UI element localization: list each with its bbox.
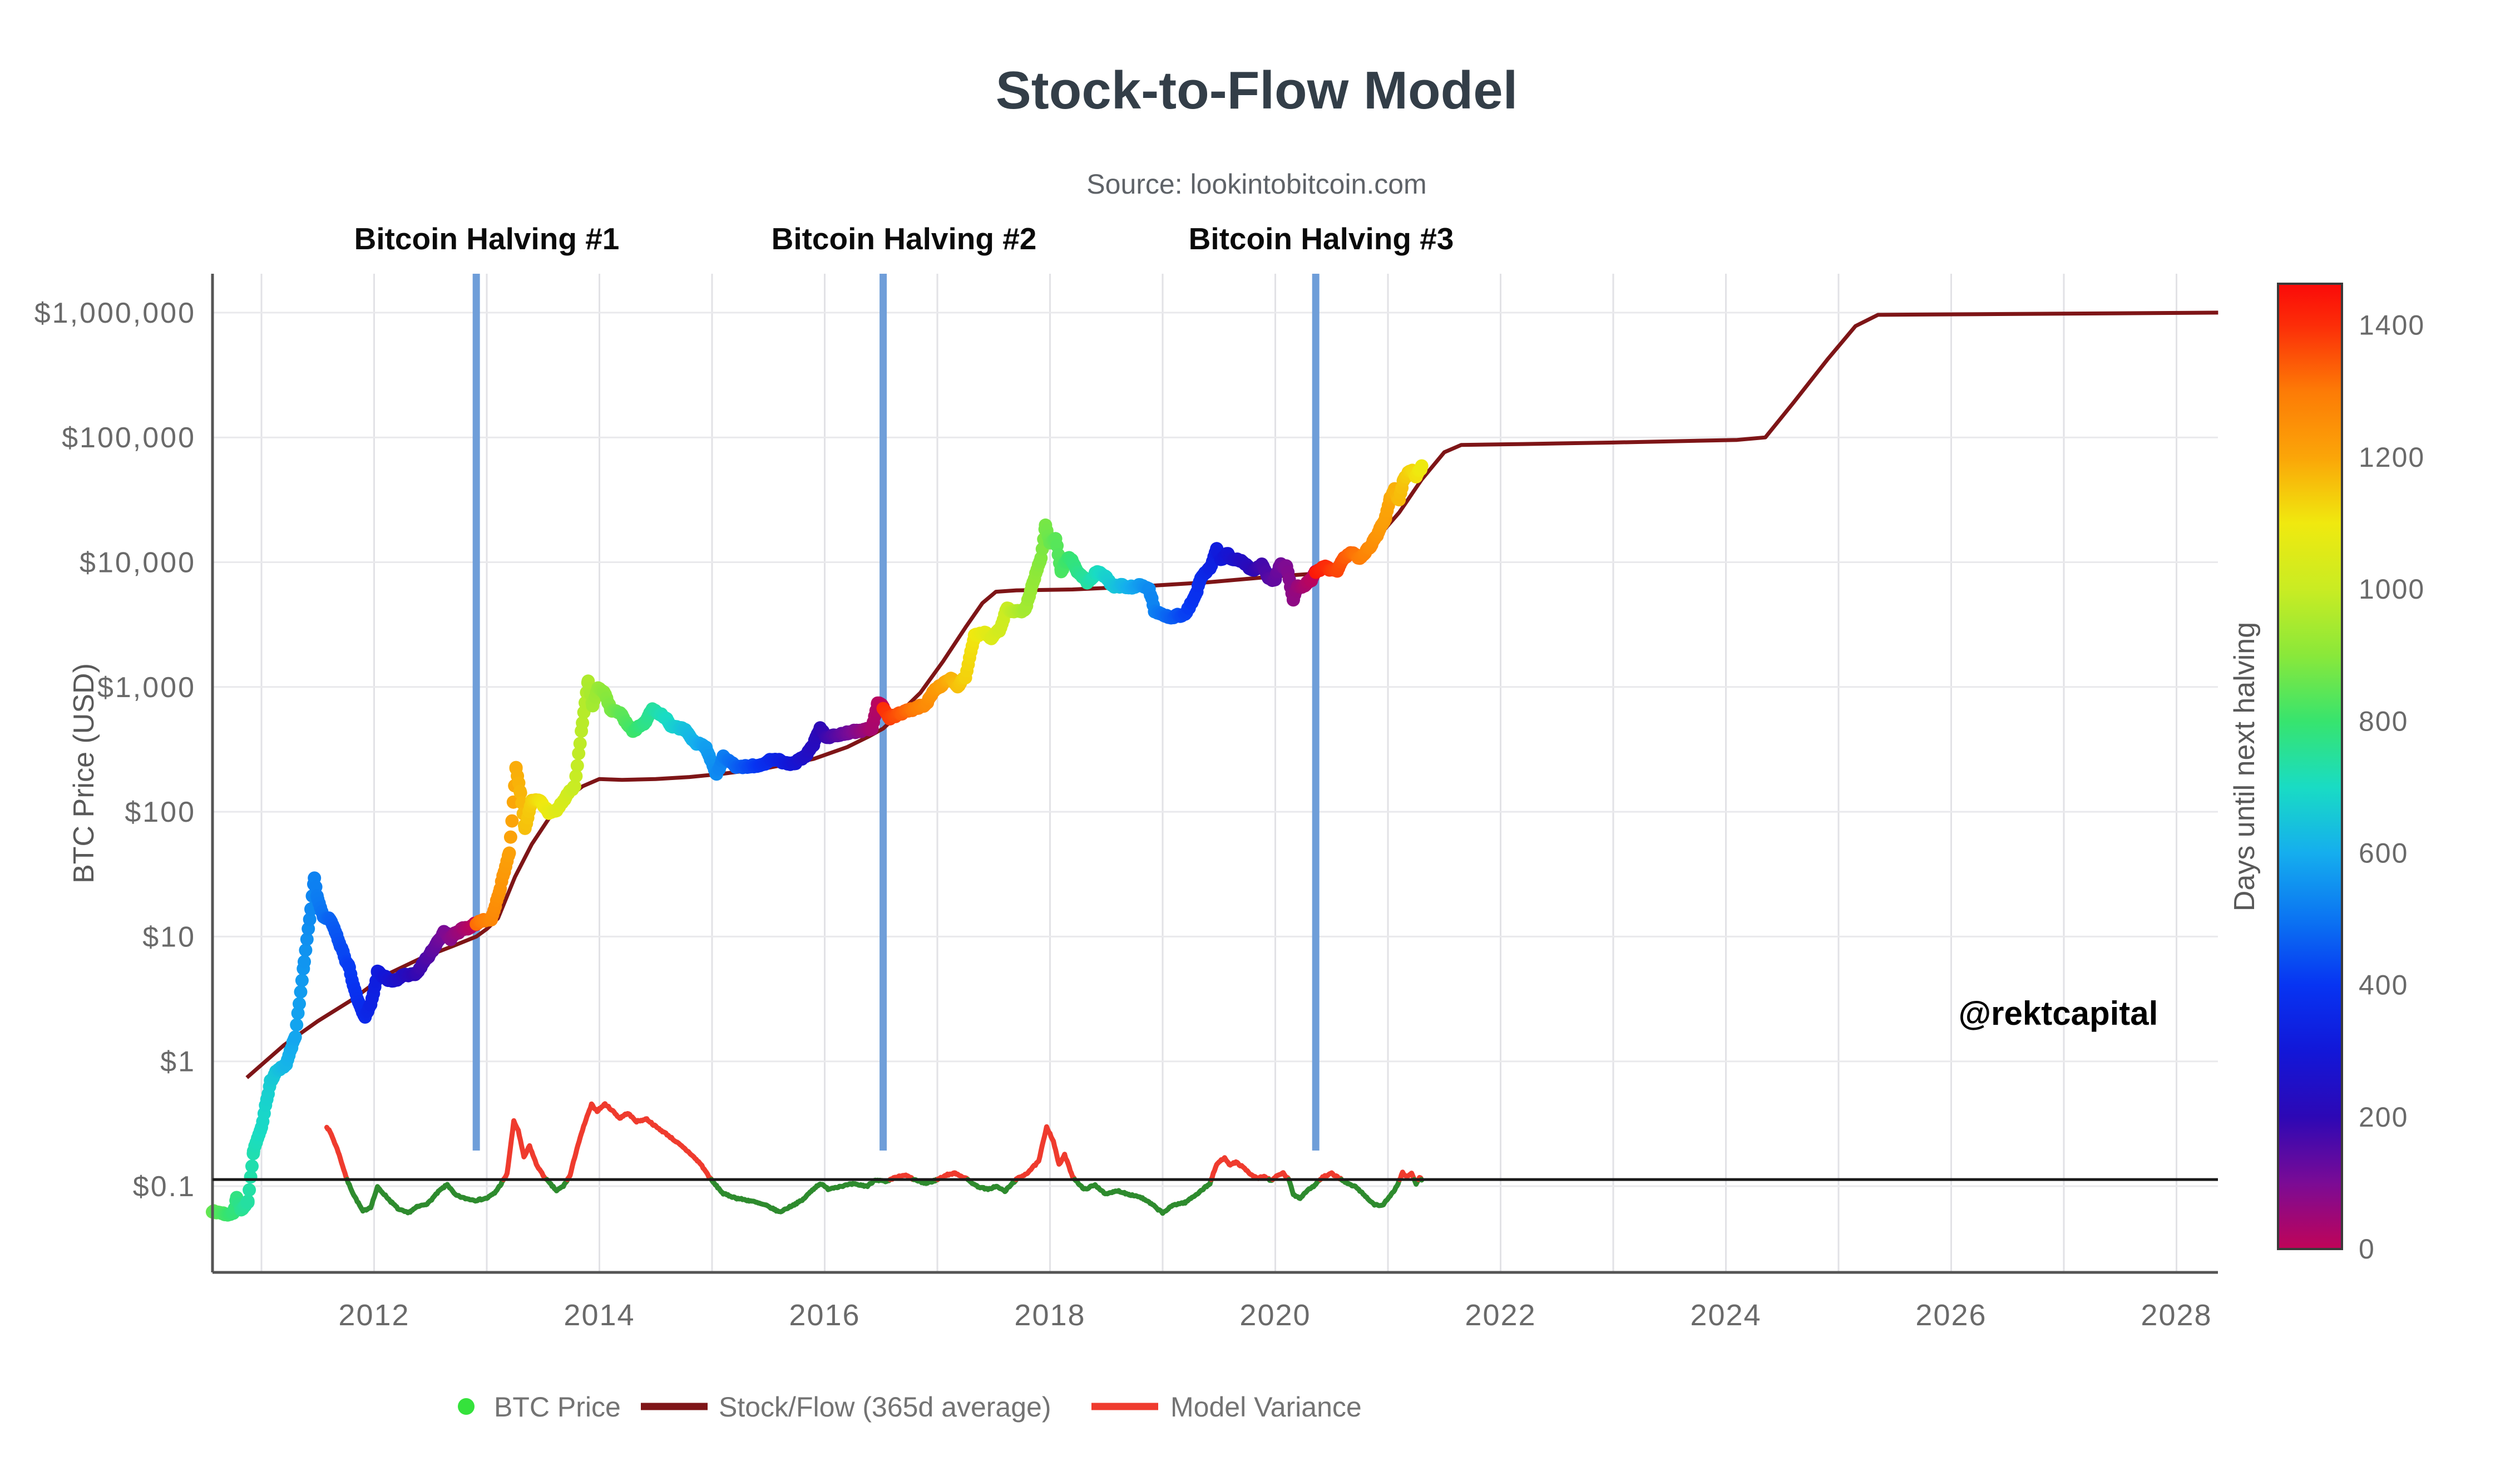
btc-price-dot <box>570 759 584 773</box>
variance-above-segment <box>1397 1169 1417 1182</box>
halving-1-label: Bitcoin Halving #1 <box>354 221 620 256</box>
variance-above-segment <box>1208 1155 1272 1182</box>
x-tick-label: 2028 <box>2141 1299 2212 1332</box>
btc-price-dot <box>502 846 516 860</box>
btc-price-dot <box>572 747 586 761</box>
legend-variance-label: Model Variance <box>1170 1391 1362 1423</box>
btc-price-dot <box>576 716 590 730</box>
btc-price-dot <box>503 830 517 844</box>
y-tick-label: $100 <box>125 796 196 828</box>
colorbar: 0 200 400 600 800 1000 1200 1400 <box>2277 283 2425 1265</box>
y-tick-label: $10,000 <box>80 547 196 579</box>
btc-price-dot <box>298 955 311 969</box>
legend-btc-label: BTC Price <box>494 1391 621 1423</box>
btc-price-dot <box>567 779 581 793</box>
variance-below-segment <box>1286 1177 1323 1201</box>
x-tick-label: 2014 <box>564 1299 635 1332</box>
x-tick-label: 2018 <box>1014 1299 1085 1332</box>
x-tick-label: 2016 <box>789 1299 860 1332</box>
variance-below-segment <box>344 1177 506 1216</box>
btc-price-dot <box>293 997 306 1011</box>
btc-price-dot <box>243 1183 256 1197</box>
colorbar-gradient <box>2277 283 2343 1250</box>
tick-labels: $1,000,000 $100,000 $10,000 $1,000 $100 $10 $1… <box>34 297 2212 1332</box>
variance-above-segment <box>1014 1124 1078 1182</box>
stock-flow-path <box>245 310 2218 1079</box>
variance-below-segment <box>965 1177 1019 1195</box>
page-title: Stock-to-Flow Model <box>996 61 1518 120</box>
x-tick-label: 2020 <box>1239 1299 1311 1332</box>
variance-above-segment <box>887 1172 916 1182</box>
legend: BTC Price Stock/Flow (365d average) Mode… <box>458 1391 1362 1423</box>
legend-item-btc-price[interactable]: BTC Price <box>458 1391 621 1423</box>
variance-below-segment <box>1072 1177 1214 1216</box>
btc-price-dot <box>1415 459 1429 473</box>
legend-item-model-variance[interactable]: Model Variance <box>1091 1391 1362 1423</box>
gridlines <box>213 274 2218 1272</box>
y-tick-label: $10 <box>142 921 196 953</box>
colorbar-tick-label: 1200 <box>2359 442 2425 473</box>
model-variance-line <box>324 1101 1425 1216</box>
colorbar-tick-label: 0 <box>2359 1233 2375 1265</box>
colorbar-tick-label: 800 <box>2359 705 2408 737</box>
variance-above-segment <box>501 1118 550 1182</box>
colorbar-title: Days until next halving <box>2229 622 2261 911</box>
colorbar-tick-label: 1400 <box>2359 310 2425 341</box>
colorbar-tick-label: 600 <box>2359 837 2408 868</box>
y-tick-label: $1,000,000 <box>34 297 196 329</box>
variance-below-segment <box>709 1177 893 1215</box>
btc-price-dot <box>513 786 527 800</box>
variance-above-segment <box>565 1101 714 1182</box>
x-tick-label: 2012 <box>338 1299 409 1332</box>
variance-below-segment <box>544 1177 570 1193</box>
x-tick-label: 2026 <box>1915 1299 1987 1332</box>
source-caption: Source: lookintobitcoin.com <box>1086 169 1426 200</box>
watermark: @rektcapital <box>1959 995 2158 1032</box>
btc-price-dot <box>299 943 313 957</box>
y-tick-label: $1,000 <box>97 672 196 704</box>
btc-price-dot <box>300 932 314 946</box>
btc-price-dot <box>245 1159 259 1173</box>
x-tick-label: 2022 <box>1465 1299 1536 1332</box>
stock-flow-line <box>245 310 2218 1079</box>
x-tick-label: 2024 <box>1690 1299 1761 1332</box>
axes-frame <box>211 274 2218 1274</box>
variance-above-segment <box>1270 1170 1292 1182</box>
legend-s2f-label: Stock/Flow (365d average) <box>719 1391 1051 1423</box>
legend-item-stock-flow[interactable]: Stock/Flow (365d average) <box>641 1391 1051 1423</box>
variance-above-segment <box>1317 1170 1344 1182</box>
btc-price-dot-icon <box>458 1398 475 1415</box>
y-tick-label: $1 <box>160 1046 196 1078</box>
btc-price-dot <box>288 1030 302 1044</box>
halving-2-label: Bitcoin Halving #2 <box>772 221 1037 256</box>
btc-price-dot <box>505 814 519 828</box>
btc-price-dot <box>303 912 317 926</box>
y-tick-label: $0.1 <box>133 1171 196 1203</box>
btc-price-dots <box>205 459 1429 1222</box>
btc-price-dot <box>294 985 308 999</box>
btc-price-dot <box>290 1018 304 1032</box>
variance-above-segment <box>935 1170 971 1182</box>
y-axis-title: BTC Price (USD) <box>68 663 100 883</box>
variance-below-segment <box>1339 1177 1402 1208</box>
btc-price-dot <box>569 769 583 783</box>
halving-3-label: Bitcoin Halving #3 <box>1189 221 1454 256</box>
colorbar-tick-label: 200 <box>2359 1102 2408 1133</box>
btc-price-dot <box>573 737 587 751</box>
y-tick-label: $100,000 <box>62 422 196 454</box>
btc-price-dot <box>241 1196 255 1210</box>
colorbar-tick-label: 1000 <box>2359 574 2425 605</box>
colorbar-tick-label: 400 <box>2359 970 2408 1001</box>
btc-price-dot <box>295 974 309 988</box>
variance-above-segment <box>324 1124 350 1182</box>
